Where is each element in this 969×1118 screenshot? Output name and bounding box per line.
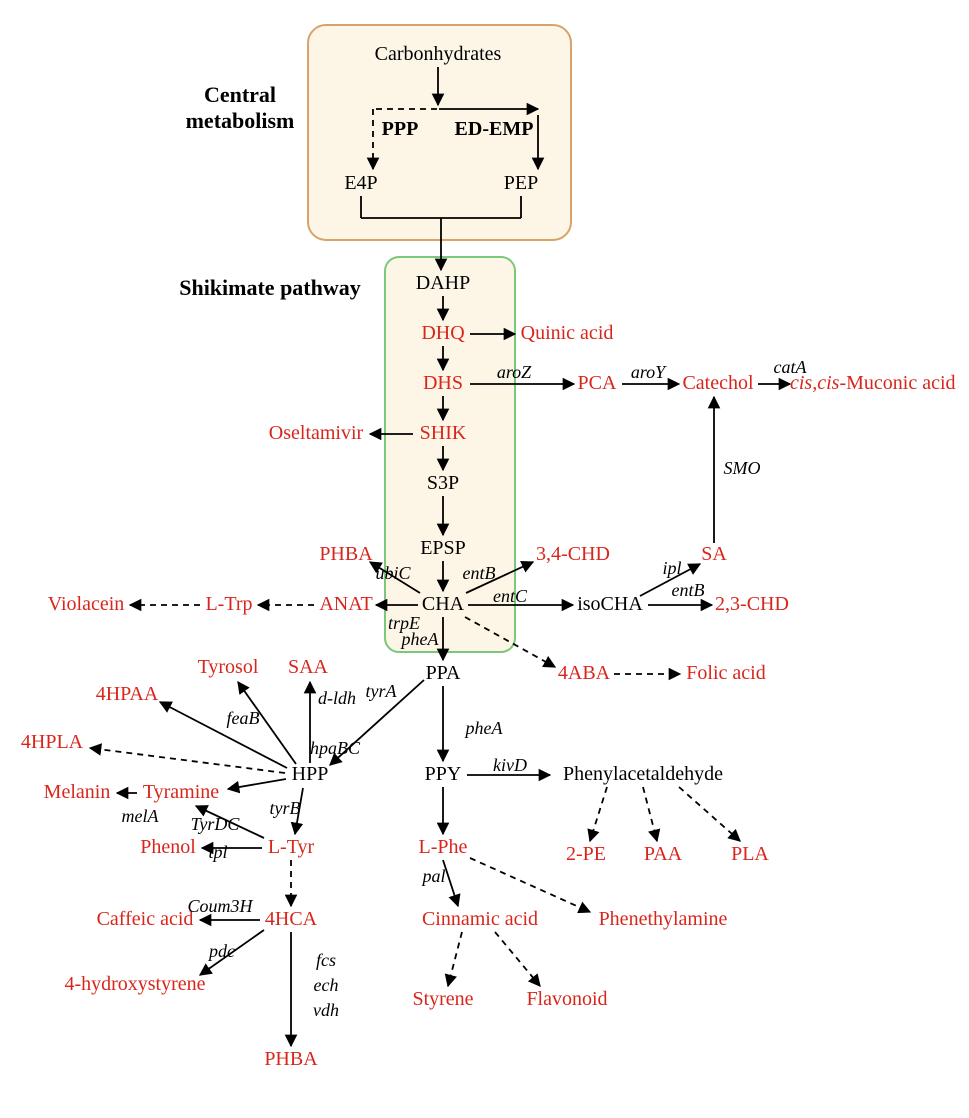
label-phenylacet: Phenylacetaldehyde bbox=[563, 763, 723, 785]
label-quinic: Quinic acid bbox=[521, 322, 614, 344]
label-pep: PEP bbox=[504, 172, 538, 194]
label-entC: entC bbox=[493, 586, 528, 606]
label-e4p: E4P bbox=[344, 172, 377, 194]
label-phba1: PHBA bbox=[319, 543, 373, 565]
label-isocha: isoCHA bbox=[577, 593, 643, 615]
label-phenethylamine: Phenethylamine bbox=[599, 908, 728, 930]
label-pe2: 2-PE bbox=[566, 843, 606, 865]
label-pla: PLA bbox=[731, 843, 769, 865]
label-entB2: entB bbox=[672, 580, 705, 600]
label-feaB: feaB bbox=[227, 708, 260, 728]
label-oseltamivir: Oseltamivir bbox=[269, 422, 364, 444]
pathway-diagram: Centralmetabolism Shikimate pathway PPP ED-… bbox=[0, 0, 969, 1118]
label-cha: CHA bbox=[422, 593, 465, 615]
label-pheA1: pheA bbox=[400, 629, 440, 649]
label-anat: ANAT bbox=[319, 593, 372, 615]
arrow-a-cinn-flavonoid bbox=[495, 932, 540, 986]
label-ppa: PPA bbox=[426, 662, 461, 684]
label-flavonoid: Flavonoid bbox=[526, 988, 607, 1010]
label-hca4: 4HCA bbox=[265, 908, 318, 930]
label-sa: SA bbox=[701, 543, 727, 565]
label-edemp: ED-EMP bbox=[455, 118, 534, 140]
label-tyrB: tyrB bbox=[270, 798, 301, 818]
label-pheA2: pheA bbox=[464, 718, 504, 738]
arrow-a-cinn-styrene bbox=[448, 932, 462, 986]
label-ubiC: ubiC bbox=[375, 563, 411, 583]
label-caffeic: Caffeic acid bbox=[97, 908, 194, 930]
label-fcs: fcs bbox=[316, 950, 336, 970]
label-epsp: EPSP bbox=[420, 537, 466, 559]
label-pca: PCA bbox=[578, 372, 617, 394]
label-catechol: Catechol bbox=[682, 372, 754, 394]
label-muconic: cis,cis-Muconic acid bbox=[790, 372, 956, 394]
label-chd23: 2,3-CHD bbox=[715, 593, 789, 615]
label-tyrosol: Tyrosol bbox=[198, 656, 259, 678]
label-shikimate-heading: Shikimate pathway bbox=[179, 275, 361, 300]
label-violacein: Violacein bbox=[48, 593, 125, 615]
arrow-a-phenylacet-paa bbox=[643, 787, 657, 841]
label-melA: melA bbox=[122, 806, 160, 826]
label-aba4: 4ABA bbox=[558, 662, 611, 684]
label-folic: Folic acid bbox=[686, 662, 765, 684]
label-phenol: Phenol bbox=[140, 836, 196, 858]
label-ppy: PPY bbox=[425, 763, 462, 785]
label-chd34: 3,4-CHD bbox=[536, 543, 610, 565]
label-styrene: Styrene bbox=[412, 988, 473, 1010]
label-ppp: PPP bbox=[382, 118, 419, 140]
label-hpaBC: hpaBC bbox=[310, 738, 361, 758]
arrow-a-hpp-hpaa bbox=[160, 702, 287, 768]
label-tyrDC: TyrDC bbox=[191, 814, 241, 834]
label-lphe: L-Phe bbox=[419, 836, 468, 858]
label-pdc: pdc bbox=[207, 941, 235, 961]
arrow-a-phenylacet-pla bbox=[679, 787, 740, 841]
arrow-a-phenylacet-pe bbox=[590, 787, 607, 841]
label-phba2: PHBA bbox=[264, 1048, 318, 1070]
arrow-a-hpp-tyramine bbox=[228, 779, 286, 789]
label-aroZ: aroZ bbox=[497, 362, 532, 382]
label-ech: ech bbox=[314, 975, 339, 995]
label-tpl: tpl bbox=[208, 842, 227, 862]
label-dahp: DAHP bbox=[416, 272, 470, 294]
label-cinnamic: Cinnamic acid bbox=[422, 908, 538, 930]
label-hpaa4: 4HPAA bbox=[96, 683, 159, 705]
label-hpp: HPP bbox=[292, 763, 329, 785]
label-ltyr: L-Tyr bbox=[268, 836, 315, 858]
arrow-a-lphe-phenethyl bbox=[470, 858, 590, 912]
label-dhs: DHS bbox=[423, 372, 463, 394]
label-vdh: vdh bbox=[313, 1000, 339, 1020]
label-kivD: kivD bbox=[493, 755, 527, 775]
label-entB1: entB bbox=[463, 563, 496, 583]
label-s3p: S3P bbox=[427, 472, 459, 494]
label-saa: SAA bbox=[288, 656, 329, 678]
label-ltrp: L-Trp bbox=[205, 593, 252, 615]
label-coum3h: Coum3H bbox=[187, 896, 253, 916]
label-hydroxystyrene: 4-hydroxystyrene bbox=[64, 973, 205, 995]
label-pal: pal bbox=[420, 866, 445, 886]
label-carbo: Carbonhydrates bbox=[375, 43, 502, 65]
label-tyrA: tyrA bbox=[366, 681, 398, 701]
label-hpla4: 4HPLA bbox=[21, 731, 84, 753]
label-smo: SMO bbox=[724, 458, 761, 478]
label-shik: SHIK bbox=[420, 422, 467, 444]
label-melanin: Melanin bbox=[44, 781, 111, 803]
label-ipl: ipl bbox=[662, 558, 681, 578]
label-dldh: d-ldh bbox=[318, 688, 356, 708]
label-catA: catA bbox=[774, 357, 808, 377]
label-aroY: aroY bbox=[631, 362, 667, 382]
label-central-heading: Centralmetabolism bbox=[186, 82, 295, 133]
label-paa: PAA bbox=[644, 843, 683, 865]
label-dhq: DHQ bbox=[421, 322, 465, 344]
label-tyramine: Tyramine bbox=[143, 781, 219, 803]
